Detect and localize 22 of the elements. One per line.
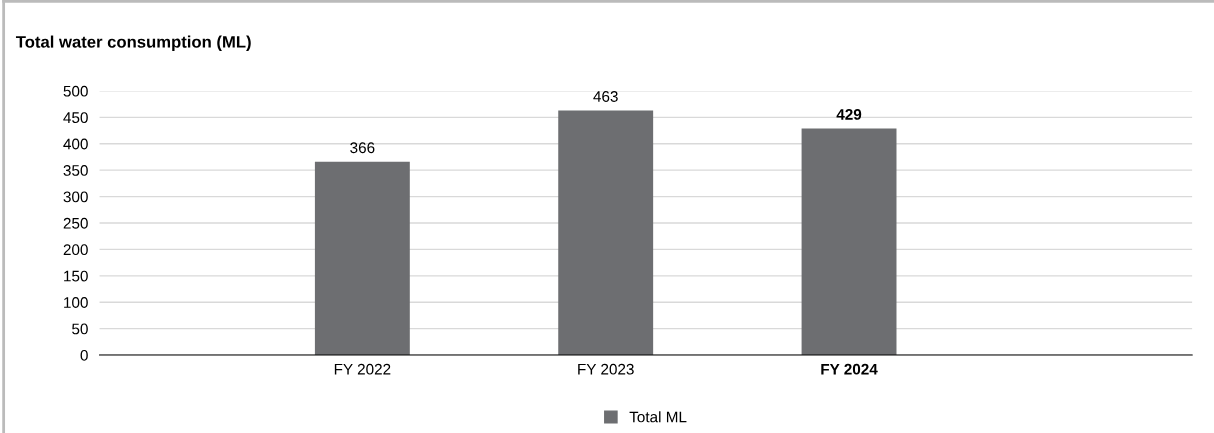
y-tick-label: 450 [63,112,88,124]
y-tick-label: 100 [64,297,88,308]
data-label: 463 [593,91,618,102]
y-tick-label: 400 [63,138,88,150]
y-tick-label: 350 [63,165,88,176]
y-tick-label: 250 [63,217,88,229]
y-tick-label: 500 [63,85,88,97]
x-tick-label: FY 2024 [821,363,878,375]
y-tick-label: 200 [63,244,88,256]
x-tick-label: FY 2022 [334,363,391,375]
data-label: 366 [350,142,375,154]
data-label: 429 [836,109,862,120]
legend-label: Total ML [629,411,687,423]
bar [558,110,654,356]
chart-title: Total water consumption (ML) [15,35,251,52]
y-tick-label: 150 [64,270,88,282]
y-tick-label: 0 [80,349,88,361]
y-tick-label: 300 [63,191,88,203]
y-tick-label: 50 [72,323,88,335]
bar [314,161,410,356]
x-tick-label: FY 2023 [578,363,634,375]
bar [801,128,897,356]
